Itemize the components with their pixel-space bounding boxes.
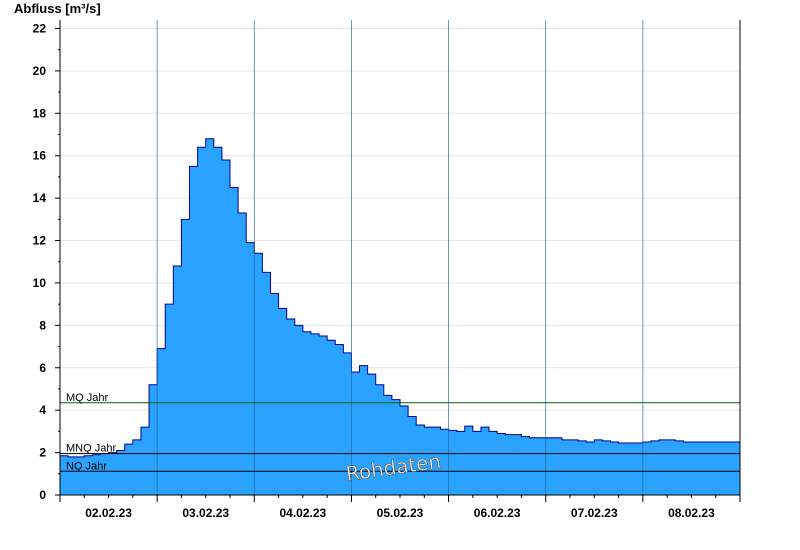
reference-lines: MQ Jahr MNQ Jahr NQ Jahr — [60, 392, 740, 472]
series-area-layer — [60, 138, 740, 495]
x-tick-label: 05.02.23 — [377, 506, 424, 520]
y-tick-label: 8 — [39, 318, 46, 332]
y-axis-title: Abfluss [m³/s] — [14, 1, 101, 16]
x-axis-ticks: 02.02.23 03.02.23 04.02.23 05.02.23 06.02.23… — [59, 495, 741, 520]
x-tick-label: 03.02.23 — [182, 506, 229, 520]
y-tick-label: 6 — [39, 361, 46, 375]
x-tick-label: 04.02.23 — [279, 506, 326, 520]
x-tick-label: 06.02.23 — [474, 506, 521, 520]
y-tick-label: 20 — [33, 64, 47, 78]
y-tick-label: 12 — [33, 234, 47, 248]
y-tick-label: 18 — [33, 106, 47, 120]
y-axis-ticks: 0 2 4 6 8 10 12 14 16 18 20 22 — [33, 21, 60, 502]
y-tick-label: 14 — [33, 191, 47, 205]
y-tick-label: 22 — [33, 21, 47, 35]
reference-line-label: MQ Jahr — [66, 392, 109, 404]
x-tick-label: 08.02.23 — [668, 506, 715, 520]
y-tick-label: 4 — [39, 403, 46, 417]
x-tick-label: 02.02.23 — [85, 506, 132, 520]
y-tick-label: 10 — [33, 276, 47, 290]
y-tick-label: 0 — [39, 488, 46, 502]
reference-line-label: NQ Jahr — [66, 460, 107, 472]
series-area — [60, 138, 740, 495]
y-tick-label: 16 — [33, 149, 47, 163]
x-tick-label: 07.02.23 — [571, 506, 618, 520]
series-line — [60, 138, 740, 458]
y-tick-label: 2 — [39, 446, 46, 460]
day-separator-lines — [156, 20, 644, 495]
reference-line-label: MNQ Jahr — [66, 443, 116, 455]
